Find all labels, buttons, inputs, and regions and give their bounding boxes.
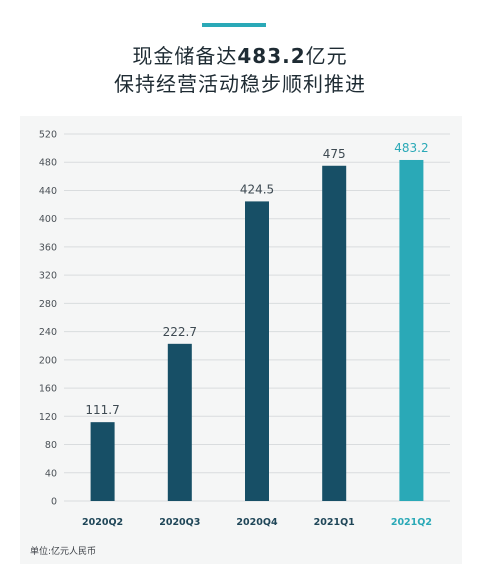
x-tick-label: 2020Q3 (159, 517, 200, 528)
accent-bar (202, 23, 266, 27)
y-tick-label: 480 (39, 158, 57, 169)
unit-label: 单位:亿元人民币 (30, 547, 97, 557)
x-tick-label: 2021Q2 (391, 517, 432, 528)
y-tick-label: 240 (39, 327, 57, 338)
x-tick-label: 2020Q4 (236, 517, 278, 528)
bar (245, 201, 269, 502)
chart-title-line2: 保持经营活动稳步顺利推进 (114, 72, 366, 96)
y-tick-label: 320 (39, 271, 57, 282)
y-tick-label: 400 (39, 214, 57, 225)
y-tick-label: 40 (45, 468, 57, 479)
y-tick-label: 160 (39, 384, 57, 395)
y-tick-label: 440 (39, 186, 57, 197)
y-tick-label: 200 (39, 355, 57, 366)
y-tick-label: 360 (39, 242, 57, 253)
bar (399, 159, 424, 502)
data-label: 475 (323, 147, 346, 161)
data-label: 111.7 (85, 403, 119, 417)
title-prefix: 现金储备达 (132, 44, 238, 68)
data-label: 424.5 (240, 182, 274, 196)
title-highlight-value: 483.2 (237, 44, 306, 68)
y-tick-label: 0 (51, 497, 57, 508)
bar (322, 165, 347, 501)
y-tick-label: 280 (39, 299, 57, 310)
data-label: 222.7 (163, 325, 197, 339)
y-tick-label: 120 (39, 412, 57, 423)
title-suffix: 亿元 (305, 44, 348, 68)
y-tick-label: 80 (45, 440, 57, 451)
bar (167, 343, 192, 501)
chart-title-line1: 现金储备达483.2亿元 (0, 40, 480, 69)
bar (90, 422, 115, 501)
x-tick-label: 2020Q2 (82, 517, 123, 528)
y-tick-label: 520 (39, 130, 57, 141)
x-tick-label: 2021Q1 (314, 517, 355, 528)
data-label: 483.2 (394, 141, 428, 155)
